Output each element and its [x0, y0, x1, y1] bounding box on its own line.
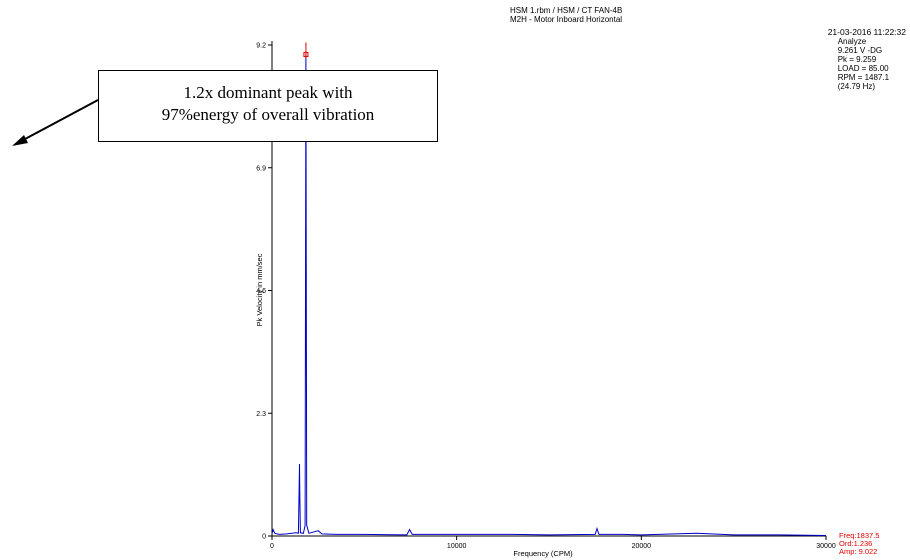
annotation-line-1: 1.2x dominant peak with: [183, 83, 353, 102]
x-tick-label: 0: [270, 543, 274, 550]
annotation-arrow-head: [12, 135, 28, 146]
peak-value: Pk = 9.259: [837, 55, 877, 64]
cursor-frequency: Freq:1837.5: [839, 531, 880, 540]
measurement-info: 21-03-2016 11:22:32 Analyze 9.261 V -DG …: [827, 27, 906, 92]
cursor-amplitude: Amp: 9.022: [839, 547, 878, 556]
x-tick-label: 30000: [816, 543, 836, 550]
annotation-arrow-line: [17, 99, 99, 144]
cursor-marker: [303, 51, 309, 57]
measurement-datetime: 21-03-2016 11:22:32: [827, 27, 906, 37]
y-tick-label: 2.3: [256, 411, 266, 418]
y-axis-title: Pk Velocity in mm/sec: [255, 253, 264, 326]
analyze-label: Analyze: [837, 37, 867, 46]
x-tick-label: 20000: [632, 543, 652, 550]
running-speed-hz: (24.79 Hz): [837, 82, 876, 91]
y-tick-label: 9.2: [256, 43, 266, 50]
peak-annotation-box: 1.2x dominant peak with 97%energy of ove…: [98, 70, 438, 142]
y-tick-label: 0: [262, 534, 266, 541]
rpm-value: RPM = 1487.1: [837, 73, 890, 82]
load-value: LOAD = 85.00: [837, 64, 889, 73]
annotation-line-2: 97%energy of overall vibration: [161, 105, 375, 124]
chart-header: HSM 1.rbm / HSM / CT FAN-4B M2H - Motor …: [510, 6, 622, 24]
overall-value: 9.261 V -DG: [837, 46, 883, 55]
x-tick-label: 10000: [447, 543, 467, 550]
y-tick-label: 6.9: [256, 165, 266, 172]
header-line-2: M2H - Motor Inboard Horizontal: [510, 15, 623, 24]
cursor-order: Ord:1.236: [839, 539, 873, 548]
x-axis-title: Frequency (CPM): [513, 549, 573, 558]
header-line-1: HSM 1.rbm / HSM / CT FAN-4B: [510, 6, 623, 15]
cursor-readout: Freq:1837.5 Ord:1.236 Amp: 9.022: [839, 532, 879, 556]
y-tick-label: 4.6: [256, 288, 266, 295]
spectrum-trace: [271, 54, 827, 536]
